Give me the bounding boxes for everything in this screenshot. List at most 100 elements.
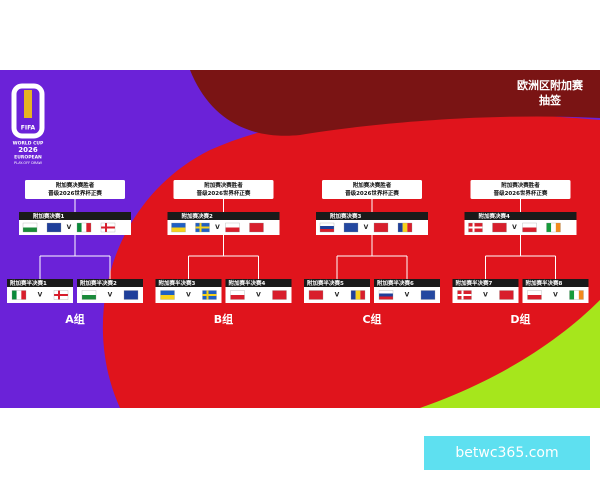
flag-border (76, 222, 92, 233)
flag-border (527, 290, 542, 300)
semi-title: 附加赛半决赛2 (80, 279, 117, 287)
flag-part (81, 223, 87, 232)
vs: V (38, 292, 43, 299)
winner-text: 晋级2026世界杯正赛 (48, 189, 102, 197)
logo-mark (11, 83, 45, 139)
flag-part (16, 290, 22, 300)
flag-part (160, 290, 175, 295)
flag-part (171, 223, 186, 228)
flag-part (82, 290, 96, 295)
flag-part (355, 290, 361, 300)
flag-part (457, 294, 472, 296)
flag-part (402, 223, 408, 232)
flag-part (344, 223, 358, 232)
flag-part (272, 290, 287, 300)
flag-border (420, 290, 436, 300)
vs: V (108, 292, 113, 299)
flag-border (499, 290, 514, 300)
flag-part (101, 226, 115, 229)
flag-part (21, 290, 26, 300)
flag-part (23, 227, 37, 232)
group-label: D组 (510, 312, 530, 326)
winner-box (25, 180, 125, 199)
flag-border (81, 290, 97, 300)
flag-part (105, 223, 107, 232)
semi-strip (155, 279, 222, 287)
winner-text: 晋级2026世界杯正赛 (494, 189, 548, 197)
flag-part (54, 294, 68, 296)
logo-line: WORLD CUP (13, 141, 44, 147)
vs: V (67, 224, 72, 231)
vs: V (215, 224, 220, 231)
semi-title: 附加赛半决赛8 (526, 279, 563, 287)
group-label: B组 (214, 312, 233, 326)
semi-title: 附加赛半决赛4 (229, 279, 266, 287)
flag-border (457, 290, 472, 300)
flag-part (309, 290, 323, 300)
vs: V (186, 292, 191, 299)
title: 欧洲区附加赛 (517, 78, 584, 92)
flag-part (472, 223, 475, 232)
flag-part (249, 223, 264, 232)
flag-part (351, 290, 356, 300)
logo-line: 2026 (18, 146, 38, 154)
semi-strip (7, 279, 73, 287)
brackets: 附加赛决赛胜者晋级2026世界杯正赛附加赛决赛1V附加赛半决赛1V附加赛半决赛2… (7, 180, 589, 326)
flag-part (225, 223, 240, 228)
flag-border (569, 290, 584, 300)
vs: V (405, 292, 410, 299)
semi-title: 附加赛半决赛6 (377, 279, 414, 287)
flag-part (12, 290, 17, 300)
flag-part (398, 223, 403, 232)
trophy (24, 90, 32, 118)
final-title: 附加赛决赛1 (33, 212, 65, 220)
winner-box (322, 180, 422, 199)
semi-strip (77, 279, 143, 287)
flag-border (343, 222, 359, 233)
flag-border (46, 222, 62, 233)
final-title: 附加赛决赛4 (479, 212, 511, 220)
flag-border (522, 222, 537, 233)
flag-border (546, 222, 561, 233)
flag-border (53, 290, 69, 300)
semi-strip (452, 279, 519, 287)
flag-border (319, 222, 335, 233)
flag-border (171, 222, 186, 233)
semi-title: 附加赛半决赛7 (456, 279, 493, 287)
winner-box (173, 180, 274, 199)
flag-border (350, 290, 366, 300)
flag-part (195, 226, 210, 229)
flag-part (578, 290, 584, 300)
logo-line: PLAY-OFF DRAW (14, 161, 42, 165)
flag-part (160, 295, 175, 300)
flag-border (378, 290, 394, 300)
semi-strip (522, 279, 589, 287)
flag-part (58, 290, 60, 300)
flag-part (230, 290, 245, 295)
flag-part (461, 290, 464, 300)
watermark: betwc365.com (455, 445, 558, 461)
flag-part (82, 295, 96, 300)
flag-part (199, 223, 202, 232)
final-strip (464, 212, 577, 220)
flag-border (160, 290, 175, 300)
flag-part (527, 290, 542, 295)
vs: V (364, 224, 369, 231)
flag-part (124, 290, 138, 300)
vs: V (483, 292, 488, 299)
vs: V (335, 292, 340, 299)
winner-text: 附加赛决赛胜者 (353, 181, 392, 189)
logo-brand: FIFA (21, 125, 36, 132)
flag-part (206, 290, 209, 300)
flag-part (468, 226, 483, 229)
flag-part (574, 290, 579, 300)
subtitle: 抽签 (539, 93, 562, 107)
flag-part (86, 223, 91, 232)
flag-border (373, 222, 389, 233)
final-strip (19, 212, 131, 220)
flag-part (230, 295, 245, 300)
flag-part (360, 290, 365, 300)
winner-text: 附加赛决赛胜者 (501, 181, 540, 189)
flag-part (522, 227, 537, 232)
